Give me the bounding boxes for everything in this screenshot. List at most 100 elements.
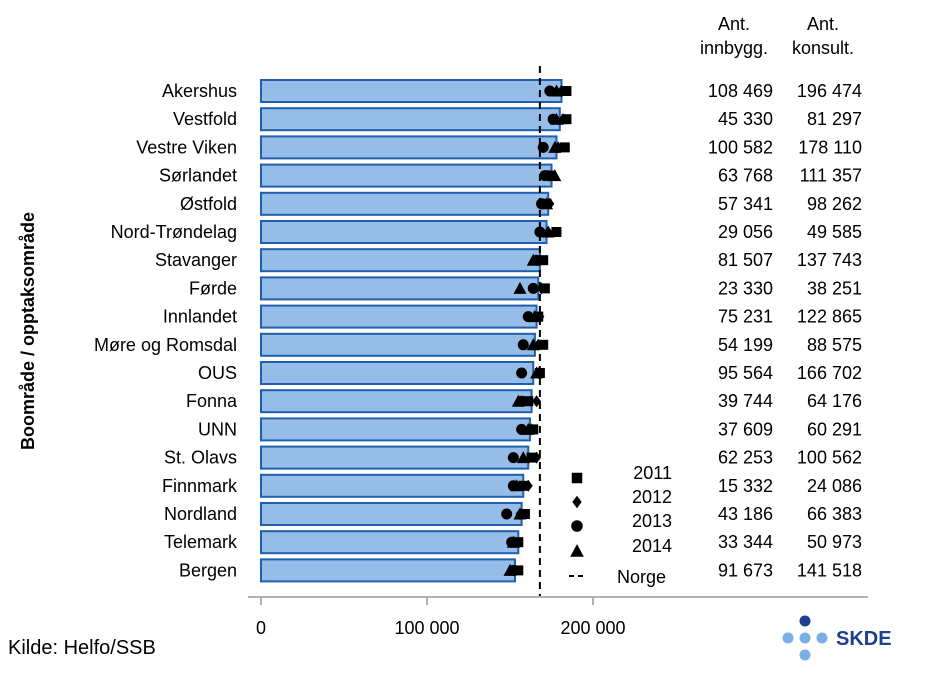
marker-2011-st-olavs	[526, 452, 537, 463]
cell-innbygg: 81 507	[718, 250, 773, 270]
marker-2014-unn	[521, 422, 535, 435]
table-cells: 108 469 196 474 45 330 81 297 100 582 178 110…	[708, 81, 862, 580]
legend: 2011 2012 2013 2014 Norge	[569, 463, 672, 587]
legend-symbol-2014	[570, 544, 584, 557]
marker-2013-ous	[516, 367, 528, 379]
marker-2013-møre-og-romsdal	[517, 339, 529, 351]
category-label: Bergen	[179, 560, 237, 580]
cell-konsult: 100 562	[797, 448, 862, 468]
category-label: Telemark	[164, 532, 238, 552]
skde-logo-text: SKDE	[836, 628, 892, 650]
cell-konsult: 178 110	[798, 137, 862, 157]
marker-2014-bergen	[503, 563, 517, 576]
cell-innbygg: 23 330	[718, 278, 773, 298]
bar-nordland	[260, 502, 523, 526]
bar-fonna	[260, 389, 533, 414]
marker-2012-finnmark	[523, 479, 533, 492]
marker-2012-fonna	[532, 395, 542, 408]
cell-innbygg: 39 744	[718, 391, 773, 411]
category-label: Førde	[189, 278, 237, 298]
header-innbygg-line1: Ant.	[718, 14, 750, 34]
cell-innbygg: 57 341	[718, 194, 773, 214]
marker-2014-innlandet	[528, 310, 542, 323]
cell-konsult: 38 251	[807, 278, 862, 298]
category-label: Akershus	[162, 81, 237, 101]
cell-konsult: 88 575	[807, 335, 862, 355]
bar-stavanger	[260, 248, 541, 273]
cell-innbygg: 54 199	[718, 335, 773, 355]
cell-innbygg: 15 332	[718, 476, 773, 496]
category-label: Innlandet	[163, 307, 237, 327]
x-axis: 0 100 000 200 000	[248, 596, 868, 638]
cell-konsult: 60 291	[807, 419, 862, 439]
bar-sørlandet	[260, 163, 553, 188]
category-label: Nordland	[164, 504, 237, 524]
marker-2014-fonna	[511, 394, 525, 407]
category-label: Finnmark	[162, 476, 238, 496]
bar-unn	[260, 417, 531, 442]
cell-konsult: 122 865	[797, 307, 862, 327]
bars	[260, 79, 563, 583]
marker-2012-st-olavs	[532, 451, 542, 464]
bar-østfold	[260, 191, 550, 216]
x-tick-label: 0	[256, 618, 266, 638]
marker-2014-østfold	[540, 197, 554, 210]
cell-konsult: 98 262	[807, 194, 862, 214]
cell-innbygg: 37 609	[718, 419, 773, 439]
marker-2014-sørlandet	[548, 169, 562, 182]
marker-2014-st-olavs	[516, 451, 530, 464]
category-label: St. Olavs	[164, 448, 237, 468]
x-tick-label: 100 000	[394, 618, 459, 638]
cell-konsult: 24 086	[807, 476, 862, 496]
bar-førde	[260, 276, 540, 301]
bar-finnmark	[260, 473, 525, 498]
cell-innbygg: 75 231	[718, 307, 773, 327]
cell-innbygg: 29 056	[718, 222, 773, 242]
cell-innbygg: 95 564	[718, 363, 773, 383]
category-label: Fonna	[186, 391, 238, 411]
marker-2014-møre-og-romsdal	[526, 338, 540, 351]
cell-konsult: 50 973	[807, 532, 862, 552]
marker-2014-vestre-viken	[548, 140, 562, 153]
marker-2014-nord-trøndelag	[541, 225, 555, 238]
bar-nord-trøndelag	[260, 220, 548, 244]
marker-2014-førde	[513, 281, 527, 294]
marker-2011-vestre-viken	[559, 142, 570, 153]
bar-st-olavs	[260, 445, 530, 470]
category-labels: Akershus Vestfold Vestre Viken Sørlandet Øst…	[94, 81, 238, 580]
marker-2013-nord-trøndelag	[534, 226, 546, 238]
category-label: Sørlandet	[159, 166, 237, 186]
category-label: Østfold	[180, 194, 237, 214]
cell-innbygg: 62 253	[718, 448, 773, 468]
cell-konsult: 111 357	[800, 166, 862, 186]
cell-konsult: 64 176	[807, 391, 862, 411]
markers	[501, 84, 572, 577]
marker-2011-akershus	[561, 86, 572, 96]
category-label: OUS	[198, 363, 237, 383]
cell-konsult: 49 585	[807, 222, 862, 242]
legend-label-norge: Norge	[617, 567, 666, 587]
marker-2011-nordland	[519, 509, 530, 519]
category-label: UNN	[198, 419, 237, 439]
legend-label-2014: 2014	[632, 536, 672, 556]
cell-konsult: 166 702	[797, 363, 862, 383]
bar-akershus	[260, 79, 563, 103]
marker-2014-ous	[530, 366, 544, 379]
bar-vestfold	[260, 107, 561, 132]
legend-label-2012: 2012	[632, 487, 672, 507]
category-label: Vestre Viken	[136, 137, 237, 157]
category-label: Stavanger	[155, 250, 237, 270]
bar-bergen	[260, 558, 516, 583]
marker-2014-nordland	[513, 507, 527, 520]
category-label: Møre og Romsdal	[94, 335, 237, 355]
cell-konsult: 81 297	[807, 109, 862, 129]
legend-symbol-2013	[571, 520, 583, 532]
marker-2014-vestfold	[549, 112, 563, 125]
marker-2011-finnmark	[518, 480, 529, 491]
header-innbygg-line2: innbygg.	[700, 38, 768, 58]
category-label: Nord-Trøndelag	[111, 222, 237, 242]
cell-konsult: 137 743	[797, 250, 862, 270]
legend-label-2013: 2013	[632, 511, 672, 531]
header-konsult-line2: konsult.	[792, 38, 854, 58]
